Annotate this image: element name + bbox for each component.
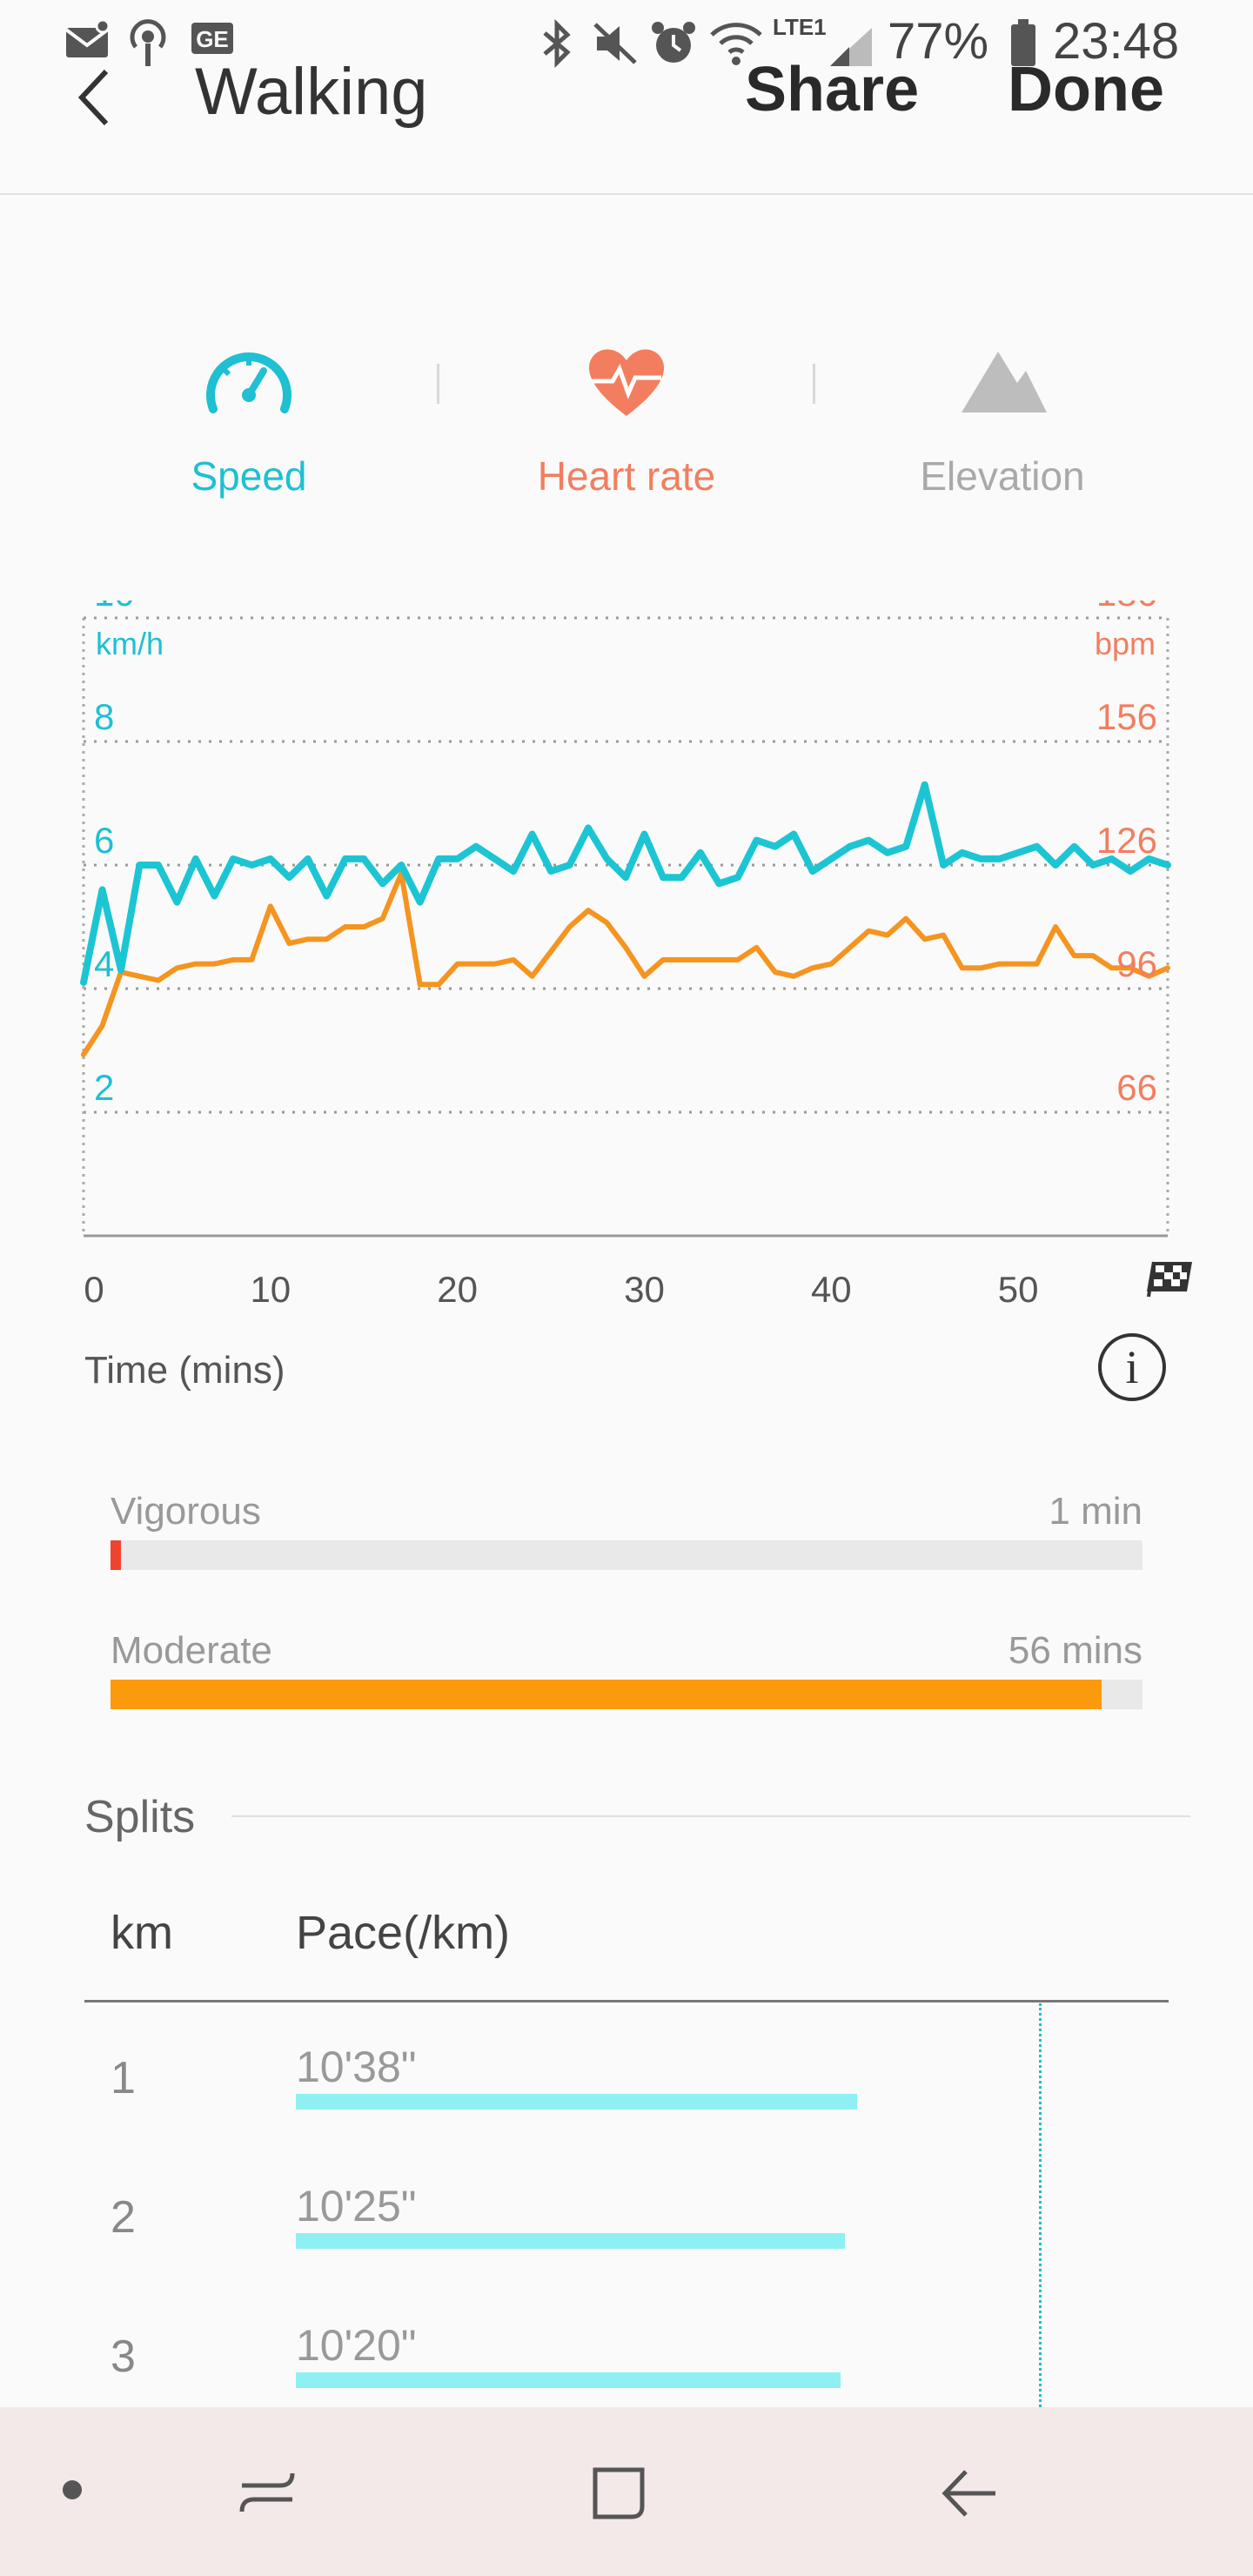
splits-header-line: [84, 2000, 1169, 2002]
vigorous-bar-fill: [111, 1540, 121, 1570]
split-bar-3: [296, 2372, 841, 2388]
mute-icon: [593, 23, 637, 64]
y-right-tick-label: 66: [1116, 1067, 1157, 1108]
splits-col-pace: Pace(/km): [296, 1907, 511, 1959]
speedometer-icon: [206, 352, 291, 413]
speed-heart-rate-chart: 2 66 4 96 6 126 8 156 10 186 km/h bpm 0 10 20 30 40 50: [80, 600, 1192, 1310]
page-title: Walking: [195, 55, 428, 129]
split-km-2: 2: [111, 2192, 136, 2243]
tab-divider: [813, 364, 815, 404]
battery-percent: 77%: [888, 13, 989, 70]
moderate-label: Moderate: [111, 1629, 272, 1672]
y-left-tick-label: 4: [94, 943, 114, 984]
bluetooth-icon: [543, 19, 571, 68]
tab-speed[interactable]: [118, 339, 379, 427]
tab-elevation-label[interactable]: Elevation: [920, 453, 1085, 499]
y-right-tick-label: 186: [1096, 600, 1157, 614]
y-right-unit: bpm: [1095, 626, 1156, 661]
info-icon[interactable]: i: [1098, 1333, 1166, 1401]
heart-rate-icon: [588, 349, 665, 416]
status-bar: GE LTE1 77% 23:48: [0, 0, 1253, 87]
network-label: LTE1: [773, 14, 827, 40]
x-tick-label: 20: [437, 1269, 478, 1310]
dot-icon[interactable]: [61, 2479, 84, 2501]
ge-icon: GE: [191, 23, 233, 54]
split-pace-3: 10'20": [296, 2321, 417, 2370]
x-tick-label: 10: [250, 1269, 291, 1310]
tab-heart-rate-label[interactable]: Heart rate: [537, 453, 716, 499]
navigation-bar: [0, 2407, 1253, 2576]
mail-icon: [64, 19, 111, 57]
x-axis-label: Time (mins): [84, 1349, 285, 1392]
tab-heart-rate[interactable]: [496, 339, 757, 427]
y-right-tick-label: 126: [1096, 820, 1157, 861]
alarm-icon: [652, 22, 695, 63]
svg-text:GE: GE: [196, 26, 229, 52]
share-button[interactable]: Share: [745, 55, 920, 124]
y-right-tick-label: 96: [1116, 943, 1157, 984]
vigorous-label: Vigorous: [111, 1490, 261, 1533]
splits-col-km: km: [111, 1907, 173, 1959]
y-left-tick-label: 8: [94, 696, 114, 737]
moderate-value: 56 mins: [1008, 1629, 1142, 1672]
split-bar-1: [296, 2094, 857, 2110]
done-button[interactable]: Done: [1008, 55, 1164, 124]
heart-rate-series-line: [81, 870, 1170, 1057]
y-left-tick-label: 2: [94, 1067, 114, 1108]
speed-series-line: [80, 781, 1171, 986]
home-icon[interactable]: [588, 2463, 649, 2524]
clock: 23:48: [1053, 13, 1180, 70]
average-pace-line: [1039, 2003, 1042, 2407]
split-bar-2: [296, 2233, 845, 2249]
y-right-tick-label: 156: [1096, 696, 1157, 737]
x-tick-label: 50: [998, 1269, 1039, 1310]
tab-speed-label[interactable]: Speed: [191, 453, 307, 499]
split-km-1: 1: [111, 2053, 136, 2103]
back-icon[interactable]: [940, 2465, 1001, 2522]
podcast-icon: [130, 19, 166, 66]
tab-elevation[interactable]: [874, 339, 1135, 427]
split-km-3: 3: [111, 2331, 136, 2382]
vigorous-bar: [111, 1540, 1142, 1570]
splits-title: Splits: [84, 1792, 196, 1842]
back-arrow-icon[interactable]: [70, 63, 122, 132]
battery-icon: [1011, 19, 1035, 66]
finish-flag-icon: [1147, 1261, 1192, 1298]
split-pace-1: 10'38": [296, 2043, 417, 2091]
y-left-unit: km/h: [96, 626, 164, 661]
splits-divider: [231, 1815, 1190, 1817]
recent-apps-icon[interactable]: [237, 2465, 298, 2519]
y-left-tick-label: 10: [94, 600, 135, 614]
wifi-icon: [710, 23, 762, 65]
x-tick-label: 0: [84, 1269, 104, 1310]
y-left-tick-label: 6: [94, 820, 114, 861]
signal-icon: [830, 28, 872, 66]
x-tick-label: 30: [624, 1269, 665, 1310]
mountain-icon: [962, 352, 1047, 413]
moderate-bar: [111, 1680, 1142, 1709]
split-pace-2: 10'25": [296, 2182, 417, 2231]
x-tick-label: 40: [811, 1269, 852, 1310]
tab-divider: [437, 364, 439, 404]
vigorous-value: 1 min: [1049, 1490, 1142, 1533]
moderate-bar-fill: [111, 1680, 1102, 1709]
